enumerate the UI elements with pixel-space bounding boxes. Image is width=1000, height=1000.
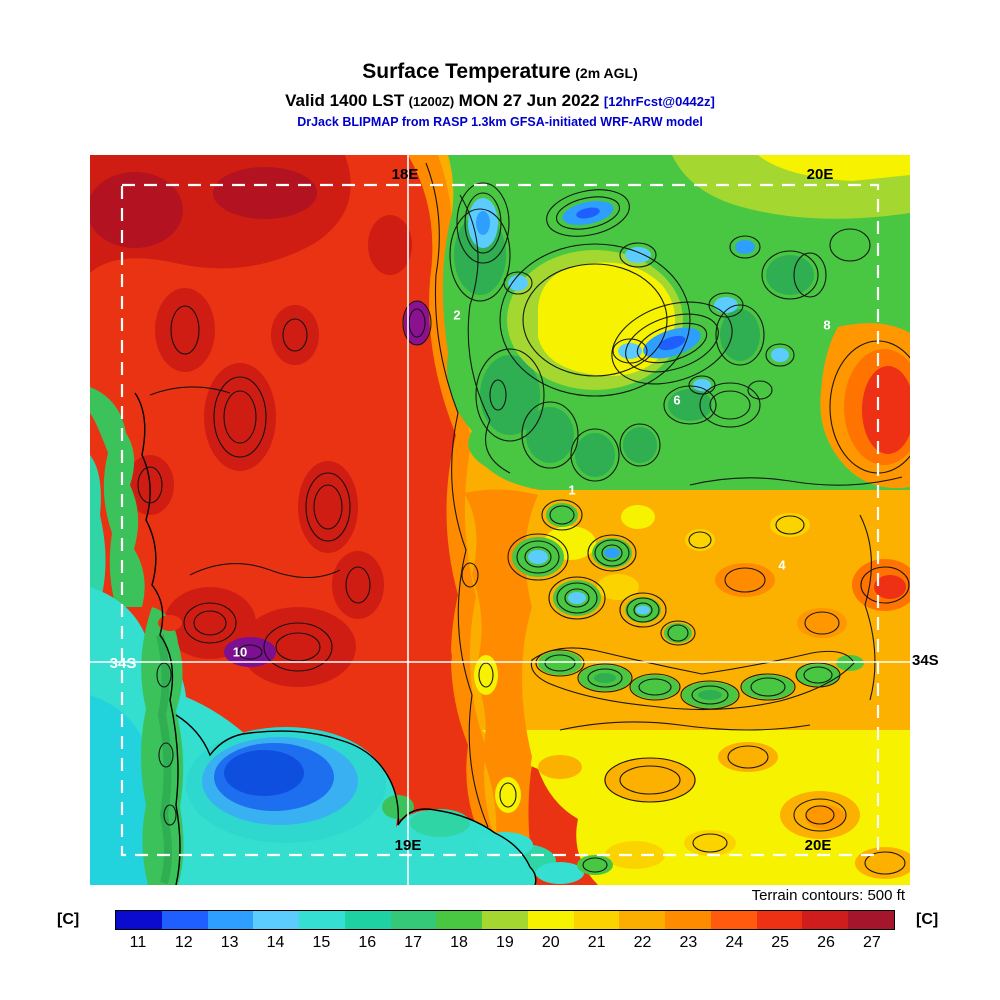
colorbar-tick-label: 25 bbox=[771, 934, 790, 951]
colorbar-segment bbox=[756, 911, 803, 929]
site-marker-1: 1 bbox=[568, 482, 576, 498]
valid-zulu-time: (1200Z) bbox=[408, 94, 455, 109]
grid-label-18e-top: 18E bbox=[391, 166, 419, 183]
model-line: DrJack BLIPMAP from RASP 1.3km GFSA-init… bbox=[297, 115, 703, 129]
colorbar-segment bbox=[802, 911, 849, 929]
header: Surface Temperature (2m AGL) Valid 1400 … bbox=[0, 60, 1000, 129]
colorbar-tick-label: 16 bbox=[358, 934, 377, 951]
colorbar-tick-label: 21 bbox=[587, 934, 606, 951]
colorbar-unit-right: [C] bbox=[916, 911, 939, 928]
colorbar-unit-left: [C] bbox=[57, 911, 80, 928]
colorbar-tick-label: 27 bbox=[863, 934, 881, 951]
colorbar-segment bbox=[116, 911, 162, 929]
grid-label-20e-bottom: 20E bbox=[804, 837, 832, 854]
valid-date: MON 27 Jun 2022 bbox=[458, 91, 600, 110]
colorbar-segment bbox=[482, 911, 528, 929]
page-title-note: (2m AGL) bbox=[575, 65, 638, 81]
site-marker-4: 4 bbox=[778, 557, 786, 573]
colorbar-tick-label: 14 bbox=[266, 934, 285, 951]
site-marker-2: 2 bbox=[453, 307, 461, 323]
weather-map: 18E 20E 34S 19E 20E 2 8 6 1 4 10 bbox=[90, 155, 910, 885]
site-marker-6: 6 bbox=[673, 392, 681, 408]
colorbar-tick-label: 18 bbox=[450, 934, 468, 951]
title-line: Surface Temperature (2m AGL) bbox=[0, 60, 1000, 84]
terrain-contours-note: Terrain contours: 500 ft bbox=[751, 887, 905, 904]
site-marker-10: 10 bbox=[232, 644, 248, 660]
ocean-layer bbox=[90, 387, 536, 885]
colorbar-segment bbox=[848, 911, 895, 929]
colorbar bbox=[115, 910, 895, 930]
colorbar-segment bbox=[207, 911, 254, 929]
colorbar-tick-label: 15 bbox=[312, 934, 331, 951]
coastline-layer bbox=[134, 392, 537, 885]
page-title: Surface Temperature bbox=[362, 60, 571, 83]
contour-lines-layer bbox=[137, 162, 910, 875]
colorbar-segment bbox=[619, 911, 666, 929]
grid-label-19e-bottom: 19E bbox=[394, 837, 422, 854]
colorbar-segment bbox=[527, 911, 574, 929]
colorbar-segment bbox=[161, 911, 208, 929]
colorbar-segment bbox=[436, 911, 483, 929]
colorbar-tick-label: 11 bbox=[129, 934, 147, 951]
colorbar-labels: 11 12 13 14 15 16 17 18 19 20 21 22 23 24 25 26 27 bbox=[115, 934, 895, 952]
grid-label-20e-top: 20E bbox=[806, 166, 834, 183]
colorbar-segment bbox=[665, 911, 711, 929]
colorbar-segment bbox=[344, 911, 391, 929]
colorbar-tick-label: 22 bbox=[633, 934, 652, 951]
valid-time: Valid 1400 LST bbox=[285, 91, 405, 110]
colorbar-tick-label: 26 bbox=[817, 934, 835, 951]
colorbar-tick-label: 23 bbox=[679, 934, 698, 951]
colorbar-tick-label: 17 bbox=[404, 934, 423, 951]
temperature-field-svg bbox=[90, 155, 910, 885]
colorbar-tick-label: 13 bbox=[220, 934, 239, 951]
colorbar-tick-label: 24 bbox=[725, 934, 744, 951]
colorbar-segment bbox=[299, 911, 345, 929]
valid-line: Valid 1400 LST (1200Z) MON 27 Jun 2022 [… bbox=[0, 91, 1000, 111]
colorbar-segment bbox=[253, 911, 300, 929]
colorbar-segment bbox=[573, 911, 620, 929]
green-zone-detail-layer bbox=[454, 198, 910, 489]
colorbar-tick-label: 12 bbox=[174, 934, 193, 951]
colorbar-tick-label: 20 bbox=[541, 934, 560, 951]
grid-label-34s-left: 34S bbox=[109, 655, 137, 672]
graticule-layer bbox=[90, 155, 910, 885]
colorbar-segment bbox=[710, 911, 757, 929]
hot-core-layer bbox=[90, 155, 430, 687]
colorbar-tick-label: 19 bbox=[496, 934, 514, 951]
colorbar-segment bbox=[390, 911, 437, 929]
forecast-note: [12hrFcst@0442z] bbox=[603, 94, 715, 109]
site-marker-8: 8 bbox=[823, 317, 831, 333]
grid-label-34s-right: 34S bbox=[912, 652, 939, 669]
